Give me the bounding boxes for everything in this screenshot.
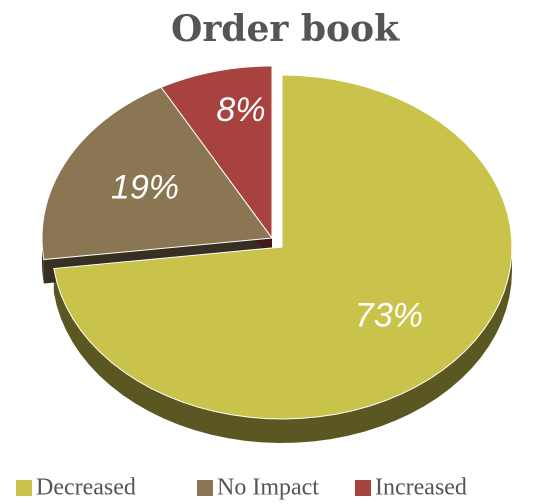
data-label: 73% [355,297,423,335]
legend-swatch [355,480,371,496]
slice [53,74,513,420]
slice [160,65,273,240]
slice [41,86,273,261]
legend-swatch [16,480,32,496]
data-label: 8% [216,91,265,129]
chart-title: Order book [171,8,400,50]
legend-label: Decreased [36,475,136,501]
data-label: 19% [111,169,179,207]
legend-label: Increased [375,475,467,501]
legend-label: No Impact [217,475,319,501]
legend-swatch [197,480,213,496]
